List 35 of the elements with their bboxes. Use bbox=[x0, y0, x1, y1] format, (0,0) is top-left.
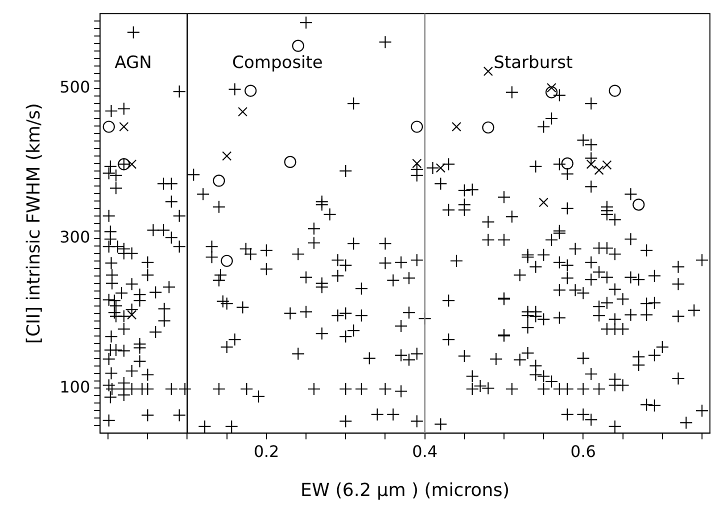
point bbox=[546, 82, 556, 93]
point bbox=[102, 120, 115, 133]
point bbox=[452, 122, 462, 132]
y-tick-label: 500 bbox=[60, 78, 90, 97]
x-tick-label: 0.6 bbox=[570, 442, 596, 461]
point bbox=[410, 120, 423, 133]
y-axis-title: [CII] intrinsic FWHM (km/s) bbox=[23, 103, 44, 344]
x-axis-title: EW (6.2 µm ) (microns) bbox=[300, 480, 510, 501]
y-tick-label: 100 bbox=[60, 377, 90, 396]
point bbox=[602, 160, 612, 170]
point bbox=[244, 84, 257, 97]
point bbox=[594, 165, 604, 175]
point bbox=[538, 198, 548, 208]
point bbox=[436, 163, 446, 173]
point bbox=[292, 40, 304, 52]
annotation: Composite bbox=[232, 53, 323, 74]
x-tick-label: 0.4 bbox=[412, 442, 438, 461]
point bbox=[632, 198, 645, 211]
point bbox=[222, 151, 232, 161]
point bbox=[483, 66, 493, 76]
x-tick-label: 0.2 bbox=[254, 442, 280, 461]
point bbox=[608, 84, 621, 97]
point bbox=[220, 254, 233, 267]
annotation: AGN bbox=[114, 53, 152, 74]
annotation: Starburst bbox=[494, 53, 573, 74]
point bbox=[561, 157, 574, 170]
point bbox=[212, 174, 225, 187]
y-tick-label: 300 bbox=[60, 228, 90, 247]
point bbox=[117, 158, 130, 171]
point bbox=[238, 106, 248, 117]
point bbox=[482, 121, 494, 134]
point bbox=[284, 156, 296, 168]
point bbox=[545, 86, 558, 98]
point bbox=[119, 122, 129, 132]
point bbox=[127, 159, 137, 169]
